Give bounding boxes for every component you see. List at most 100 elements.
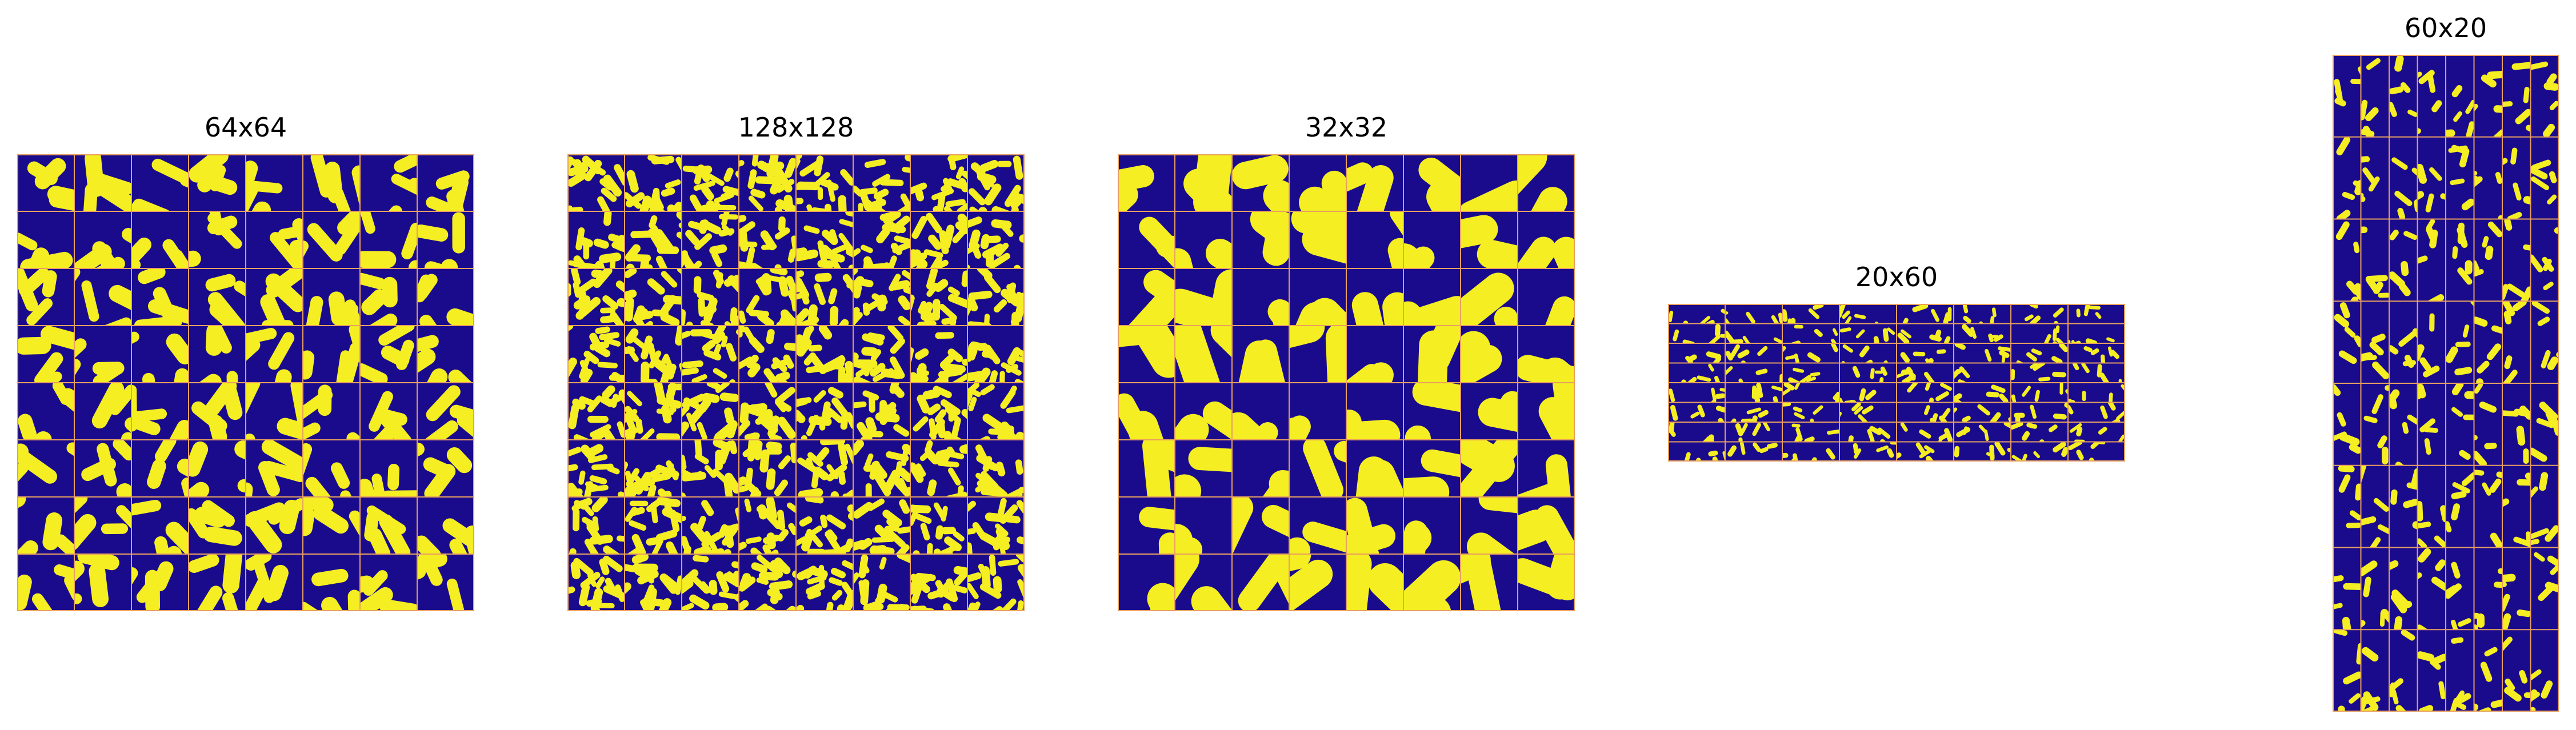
pattern-blob — [1007, 347, 1021, 366]
pattern-blob — [378, 326, 415, 346]
pattern-blob — [920, 523, 930, 541]
pattern-blob — [604, 338, 621, 347]
pattern-cell — [2474, 221, 2502, 277]
pattern-blob — [202, 500, 235, 527]
pattern-blob — [915, 463, 926, 477]
pattern-blob — [303, 497, 334, 513]
pattern-blob — [1943, 312, 1951, 324]
pattern-blob — [937, 418, 946, 439]
pattern-blob — [694, 233, 712, 250]
pattern-blob — [2523, 196, 2531, 205]
pattern-blob — [1853, 443, 1859, 455]
pattern-blob — [364, 511, 379, 542]
pattern-blob — [689, 594, 710, 610]
pattern-cell — [360, 570, 417, 611]
pattern-blob — [567, 156, 574, 173]
pattern-cell — [2530, 402, 2559, 462]
pattern-blob — [801, 531, 814, 552]
pattern-blob — [2011, 394, 2017, 403]
pattern-blob — [873, 188, 889, 200]
pattern-blob — [2053, 413, 2067, 420]
pattern-blob — [947, 286, 960, 296]
pattern-blob — [81, 280, 99, 322]
pattern-blob — [2502, 498, 2510, 507]
pattern-blob — [831, 244, 848, 255]
pattern-blob — [602, 385, 615, 399]
pattern-blob — [774, 227, 790, 240]
pattern-cell — [1346, 162, 1394, 211]
pattern-blob — [902, 270, 910, 280]
pattern-blob — [369, 391, 393, 432]
pattern-blob — [262, 460, 303, 482]
pattern-blob — [807, 304, 818, 325]
pattern-cell — [2530, 159, 2557, 204]
pattern-blob — [823, 355, 845, 369]
pattern-blob — [2377, 435, 2387, 448]
pattern-blob — [1668, 310, 1674, 323]
pattern-blob — [748, 195, 763, 211]
pattern-blob — [1478, 398, 1518, 432]
pattern-blob — [1793, 367, 1805, 373]
pattern-blob — [2457, 267, 2473, 285]
pattern-blob — [2083, 304, 2090, 316]
pattern-blob — [582, 155, 602, 175]
pattern-blob — [154, 536, 170, 554]
pattern-blob — [2513, 182, 2522, 200]
pattern-blob — [947, 154, 967, 163]
pattern-blob — [2479, 402, 2497, 413]
pattern-blob — [826, 514, 846, 530]
pattern-blob — [2417, 71, 2422, 79]
pattern-cell — [2417, 70, 2442, 135]
pattern-blob — [2547, 356, 2559, 371]
pattern-blob — [1010, 194, 1025, 209]
pattern-cell — [2361, 334, 2389, 379]
pattern-blob — [1321, 170, 1346, 211]
pattern-blob — [1175, 326, 1221, 383]
pattern-blob — [1725, 318, 1731, 324]
pattern-cell — [796, 497, 853, 554]
pattern-blob — [1719, 388, 1725, 392]
pattern-blob — [396, 339, 414, 370]
pattern-blob — [2333, 629, 2348, 636]
pattern-blob — [746, 247, 755, 267]
pattern-blob — [1461, 272, 1514, 326]
pattern-blob — [777, 416, 796, 439]
pattern-blob — [967, 343, 974, 362]
pattern-blob — [940, 399, 961, 415]
pattern-cell — [191, 383, 243, 440]
pattern-blob — [952, 223, 967, 243]
pattern-blob — [2401, 629, 2415, 641]
pattern-blob — [1766, 443, 1778, 449]
pattern-blob — [739, 485, 749, 493]
pattern-blob — [1897, 452, 1902, 459]
pattern-cell — [1782, 448, 1835, 462]
pattern-blob — [2543, 282, 2554, 291]
pattern-blob — [2389, 86, 2403, 95]
pattern-blob — [2363, 415, 2378, 423]
pattern-blob — [1461, 440, 1515, 482]
pattern-blob — [1188, 447, 1232, 472]
pattern-cell — [17, 232, 73, 268]
pattern-blob — [899, 499, 910, 514]
pattern-blob — [2452, 482, 2470, 494]
pattern-cell — [853, 440, 910, 497]
pattern-blob — [625, 582, 631, 595]
pattern-blob — [861, 244, 873, 254]
pattern-blob — [344, 299, 360, 326]
pattern-blob — [651, 155, 675, 165]
pattern-blob — [1232, 155, 1289, 190]
pattern-blob — [1403, 523, 1432, 554]
pattern-cell — [1962, 304, 1997, 324]
pattern-blob — [2336, 210, 2351, 219]
pattern-blob — [310, 154, 333, 198]
pattern-blob — [943, 206, 953, 211]
pattern-blob — [2515, 109, 2531, 125]
pattern-blob — [626, 170, 639, 193]
pattern-blob — [887, 326, 904, 342]
pattern-blob — [573, 434, 591, 440]
pattern-cell — [2389, 328, 2418, 368]
pattern-blob — [246, 383, 261, 415]
pattern-blob — [1017, 579, 1025, 599]
pattern-blob — [694, 440, 702, 459]
pattern-blob — [984, 274, 1001, 294]
